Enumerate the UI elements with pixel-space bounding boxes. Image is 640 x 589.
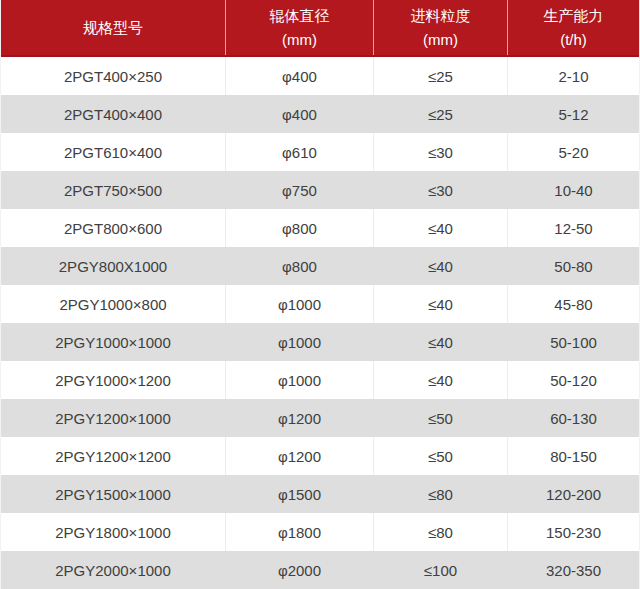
cell-capacity: 5-20 [507,133,639,171]
cell-capacity: 150-230 [507,513,639,551]
cell-model: 2PGT400×400 [1,95,225,133]
cell-model: 2PGT610×400 [1,133,225,171]
cell-capacity: 320-350 [507,551,639,589]
cell-diameter: φ400 [225,57,373,95]
table-row: 2PGY2000×1000 φ2000 ≤100 320-350 [1,551,639,589]
spec-table: 规格型号 辊体直径 (mm) 进料粒度 (mm) 生产能力 (t/h) 2PGT… [0,0,640,589]
header-title-capacity: 生产能力 [544,7,604,24]
table-row: 2PGT750×500 φ750 ≤30 10-40 [1,171,639,209]
cell-feed-size: ≤40 [373,361,507,399]
cell-diameter: φ1200 [225,399,373,437]
cell-feed-size: ≤50 [373,437,507,475]
cell-model: 2PGY1500×1000 [1,475,225,513]
table-row: 2PGY1500×1000 φ1500 ≤80 120-200 [1,475,639,513]
cell-capacity: 50-120 [507,361,639,399]
cell-model: 2PGY1000×1000 [1,323,225,361]
table-row: 2PGT400×400 φ400 ≤25 5-12 [1,95,639,133]
header-title-feed-size: 进料粒度 [411,7,471,24]
cell-feed-size: ≤25 [373,57,507,95]
cell-capacity: 12-50 [507,209,639,247]
table-header-row: 规格型号 辊体直径 (mm) 进料粒度 (mm) 生产能力 (t/h) [1,0,639,57]
table-row: 2PGY1800×1000 φ1800 ≤80 150-230 [1,513,639,551]
cell-diameter: φ1800 [225,513,373,551]
cell-capacity: 50-80 [507,247,639,285]
cell-model: 2PGY1200×1000 [1,399,225,437]
table-body: 2PGT400×250 φ400 ≤25 2-10 2PGT400×400 φ4… [1,57,639,589]
cell-diameter: φ400 [225,95,373,133]
table-row: 2PGT610×400 φ610 ≤30 5-20 [1,133,639,171]
cell-model: 2PGY2000×1000 [1,551,225,589]
table-row: 2PGY1000×1000 φ1000 ≤40 50-100 [1,323,639,361]
cell-capacity: 10-40 [507,171,639,209]
header-title-model: 规格型号 [83,19,143,36]
cell-feed-size: ≤80 [373,513,507,551]
cell-diameter: φ610 [225,133,373,171]
header-unit-feed-size: (mm) [423,31,458,48]
table-row: 2PGY1200×1200 φ1200 ≤50 80-150 [1,437,639,475]
cell-capacity: 80-150 [507,437,639,475]
cell-diameter: φ1500 [225,475,373,513]
cell-feed-size: ≤50 [373,399,507,437]
table-row: 2PGY800X1000 φ800 ≤40 50-80 [1,247,639,285]
cell-diameter: φ1200 [225,437,373,475]
cell-diameter: φ750 [225,171,373,209]
cell-capacity: 45-80 [507,285,639,323]
header-cell-diameter: 辊体直径 (mm) [225,0,373,55]
table-row: 2PGT400×250 φ400 ≤25 2-10 [1,57,639,95]
table-row: 2PGY1200×1000 φ1200 ≤50 60-130 [1,399,639,437]
cell-model: 2PGY1800×1000 [1,513,225,551]
cell-feed-size: ≤30 [373,133,507,171]
cell-model: 2PGT800×600 [1,209,225,247]
header-cell-feed-size: 进料粒度 (mm) [373,0,507,55]
header-cell-capacity: 生产能力 (t/h) [507,0,639,55]
cell-feed-size: ≤100 [373,551,507,589]
table-row: 2PGY1000×1200 φ1000 ≤40 50-120 [1,361,639,399]
cell-feed-size: ≤80 [373,475,507,513]
cell-diameter: φ1000 [225,285,373,323]
cell-model: 2PGY800X1000 [1,247,225,285]
cell-diameter: φ2000 [225,551,373,589]
header-title-diameter: 辊体直径 [270,7,330,24]
cell-feed-size: ≤40 [373,247,507,285]
cell-capacity: 5-12 [507,95,639,133]
cell-diameter: φ1000 [225,323,373,361]
header-unit-capacity: (t/h) [560,31,587,48]
cell-feed-size: ≤30 [373,171,507,209]
cell-diameter: φ800 [225,209,373,247]
cell-feed-size: ≤25 [373,95,507,133]
cell-capacity: 50-100 [507,323,639,361]
table-row: 2PGY1000×800 φ1000 ≤40 45-80 [1,285,639,323]
cell-feed-size: ≤40 [373,209,507,247]
cell-capacity: 120-200 [507,475,639,513]
header-cell-model: 规格型号 [1,0,225,55]
cell-model: 2PGY1000×1200 [1,361,225,399]
cell-capacity: 60-130 [507,399,639,437]
table-row: 2PGT800×600 φ800 ≤40 12-50 [1,209,639,247]
header-unit-diameter: (mm) [282,31,317,48]
cell-model: 2PGY1200×1200 [1,437,225,475]
cell-diameter: φ800 [225,247,373,285]
cell-diameter: φ1000 [225,361,373,399]
cell-feed-size: ≤40 [373,285,507,323]
cell-model: 2PGY1000×800 [1,285,225,323]
cell-model: 2PGT400×250 [1,57,225,95]
cell-feed-size: ≤40 [373,323,507,361]
cell-capacity: 2-10 [507,57,639,95]
cell-model: 2PGT750×500 [1,171,225,209]
